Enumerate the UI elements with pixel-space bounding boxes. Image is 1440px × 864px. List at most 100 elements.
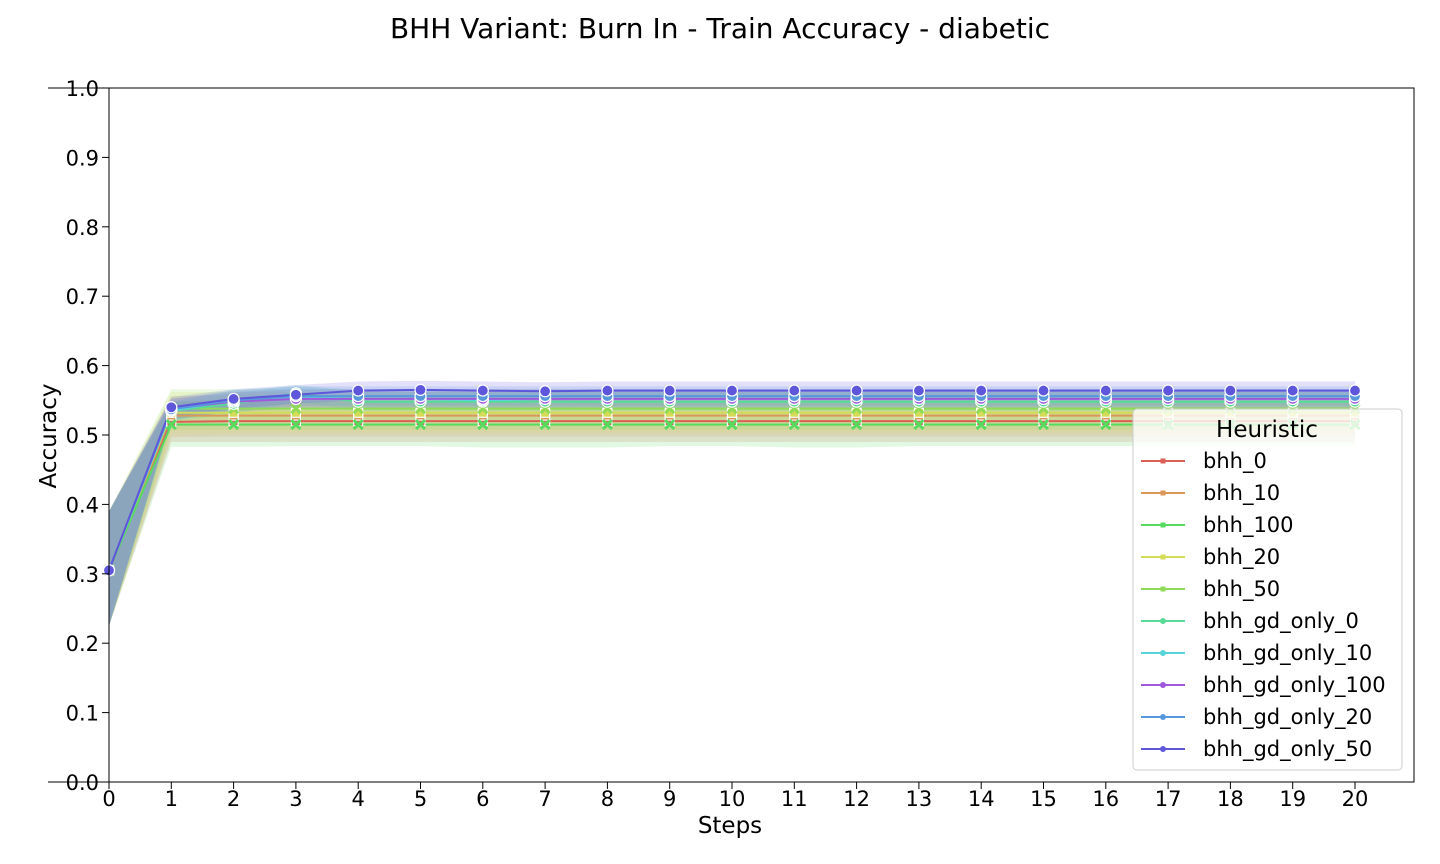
legend-label: bhh_gd_only_100 bbox=[1203, 673, 1386, 698]
legend-label: bhh_20 bbox=[1203, 545, 1280, 570]
x-tick-label: 5 bbox=[414, 787, 427, 811]
legend-swatch-marker bbox=[1160, 458, 1166, 464]
x-tick-label: 12 bbox=[843, 787, 870, 811]
point-bhh-100 bbox=[1037, 419, 1050, 431]
point-bhh-100 bbox=[352, 419, 364, 431]
chart-title: BHH Variant: Burn In - Train Accuracy - … bbox=[390, 12, 1050, 45]
x-tick-label: 19 bbox=[1279, 787, 1306, 811]
y-axis-label: Accuracy bbox=[36, 383, 62, 488]
y-tick-label: 0.9 bbox=[66, 146, 99, 170]
point-bhh-gd-only-50 bbox=[476, 384, 489, 397]
point-bhh-100 bbox=[290, 419, 302, 431]
legend-label: bhh_gd_only_0 bbox=[1203, 609, 1359, 634]
legend-swatch-marker bbox=[1160, 586, 1166, 592]
legend-item-bhh-gd-only-10: bhh_gd_only_10 bbox=[1141, 641, 1372, 666]
legend-label: bhh_50 bbox=[1203, 577, 1280, 602]
legend-swatch-marker bbox=[1160, 650, 1166, 656]
x-axis-label: Steps bbox=[698, 813, 762, 839]
legend: Heuristic bhh_0 bhh_10 bhh_100 bhh_20 bhh_50… bbox=[1132, 408, 1403, 771]
series-markers bbox=[102, 383, 1362, 577]
legend-swatch-marker bbox=[1160, 522, 1166, 528]
point-bhh-100 bbox=[228, 419, 240, 431]
x-tick-label: 17 bbox=[1155, 787, 1182, 811]
point-bhh-gd-only-50 bbox=[1286, 384, 1299, 397]
point-bhh-100 bbox=[664, 419, 676, 431]
point-bhh-100 bbox=[851, 419, 863, 431]
point-bhh-gd-only-50 bbox=[1099, 384, 1112, 397]
legend-item-bhh-gd-only-100: bhh_gd_only_100 bbox=[1141, 673, 1386, 698]
point-bhh-gd-only-50 bbox=[352, 384, 365, 397]
legend-swatch-marker bbox=[1160, 682, 1166, 688]
x-tick-label: 14 bbox=[968, 787, 995, 811]
point-bhh-gd-only-50 bbox=[850, 384, 863, 397]
y-tick-label: 0.3 bbox=[66, 563, 99, 587]
legend-box bbox=[1132, 408, 1403, 771]
point-bhh-gd-only-50 bbox=[601, 384, 614, 397]
point-bhh-50 bbox=[290, 403, 302, 415]
legend-label: bhh_10 bbox=[1203, 481, 1280, 506]
point-bhh-gd-only-50 bbox=[538, 385, 552, 398]
x-tick-label: 3 bbox=[289, 787, 302, 811]
x-tick-label: 0 bbox=[102, 787, 115, 811]
x-tick-label: 20 bbox=[1342, 787, 1369, 811]
legend-swatch-marker bbox=[1160, 746, 1166, 752]
y-tick-label: 1.0 bbox=[66, 77, 99, 101]
y-tick-label: 0.6 bbox=[66, 355, 99, 379]
legend-item-bhh-50: bhh_50 bbox=[1141, 577, 1280, 602]
legend-items: bhh_0 bhh_10 bhh_100 bhh_20 bhh_50 bhh_gd_onl… bbox=[1141, 449, 1386, 762]
point-bhh-100 bbox=[414, 419, 427, 431]
point-bhh-gd-only-50 bbox=[227, 392, 240, 406]
point-bhh-100 bbox=[601, 419, 613, 431]
legend-label: bhh_100 bbox=[1203, 513, 1294, 538]
legend-label: bhh_gd_only_20 bbox=[1203, 705, 1372, 730]
y-axis-ticks: 0.0 0.1 0.2 0.3 0.4 0.5 0.6 0.7 0.8 0.9 1.0 bbox=[66, 77, 109, 795]
point-bhh-gd-only-50 bbox=[1037, 384, 1050, 397]
y-tick-label: 0.5 bbox=[66, 424, 99, 448]
x-tick-label: 4 bbox=[352, 787, 365, 811]
point-bhh-gd-only-50 bbox=[725, 384, 739, 397]
point-bhh-gd-only-50 bbox=[414, 383, 427, 396]
point-bhh-gd-only-50 bbox=[1224, 384, 1237, 397]
y-tick-label: 0.2 bbox=[66, 632, 99, 656]
x-tick-label: 2 bbox=[227, 787, 240, 811]
x-tick-label: 9 bbox=[663, 787, 676, 811]
point-bhh-100 bbox=[477, 419, 489, 431]
point-bhh-100 bbox=[165, 419, 177, 431]
y-tick-label: 0.7 bbox=[66, 285, 99, 309]
point-bhh-100 bbox=[913, 419, 925, 431]
x-tick-label: 16 bbox=[1092, 787, 1119, 811]
point-bhh-gd-only-50 bbox=[975, 384, 988, 397]
legend-title: Heuristic bbox=[1216, 417, 1318, 443]
legend-label: bhh_gd_only_50 bbox=[1203, 737, 1372, 762]
x-tick-label: 10 bbox=[719, 787, 746, 811]
x-tick-label: 1 bbox=[165, 787, 178, 811]
legend-item-bhh-gd-only-20: bhh_gd_only_20 bbox=[1141, 705, 1372, 730]
point-bhh-100 bbox=[1100, 419, 1112, 431]
x-tick-label: 7 bbox=[538, 787, 551, 811]
legend-item-bhh-gd-only-50: bhh_gd_only_50 bbox=[1141, 737, 1372, 762]
point-bhh-gd-only-50 bbox=[289, 388, 302, 401]
point-bhh-gd-only-50 bbox=[912, 384, 926, 397]
legend-label: bhh_gd_only_10 bbox=[1203, 641, 1372, 666]
point-bhh-gd-only-50 bbox=[1161, 384, 1175, 397]
legend-item-bhh-10: bhh_10 bbox=[1141, 481, 1280, 506]
point-bhh-100 bbox=[975, 419, 987, 431]
legend-label: bhh_0 bbox=[1203, 449, 1267, 474]
point-bhh-gd-only-50 bbox=[663, 384, 676, 397]
point-bhh-100 bbox=[788, 419, 800, 431]
point-bhh-gd-only-50 bbox=[788, 384, 801, 397]
y-tick-label: 0.4 bbox=[66, 493, 99, 517]
point-bhh-100 bbox=[726, 419, 738, 431]
legend-item-bhh-gd-only-0: bhh_gd_only_0 bbox=[1141, 609, 1359, 634]
x-tick-label: 8 bbox=[601, 787, 614, 811]
x-axis-ticks: 0 1 2 3 4 5 6 7 8 9 10 11 12 13 14 15 16 17 18 19 20 bbox=[102, 782, 1368, 811]
y-tick-label: 0.1 bbox=[66, 702, 99, 726]
x-tick-label: 13 bbox=[906, 787, 933, 811]
y-tick-label: 0.8 bbox=[66, 216, 99, 240]
point-bhh-gd-only-50 bbox=[1348, 384, 1362, 397]
legend-item-bhh-0: bhh_0 bbox=[1141, 449, 1267, 474]
legend-swatch-marker bbox=[1160, 618, 1166, 624]
x-tick-label: 18 bbox=[1217, 787, 1244, 811]
y-tick-label: 0.0 bbox=[66, 771, 99, 795]
